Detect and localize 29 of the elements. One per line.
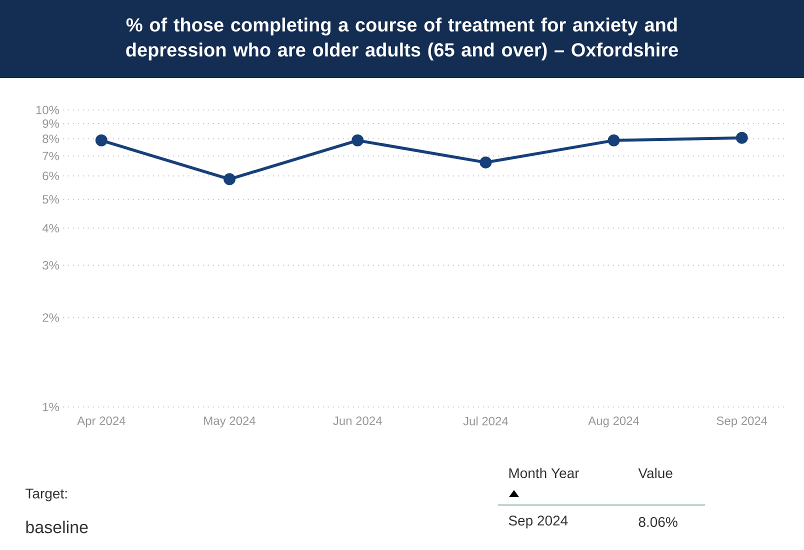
text: Sep 2024 (508, 516, 568, 528)
point (224, 173, 236, 186)
point (736, 132, 748, 144)
text: baseline (26, 520, 88, 534)
x-tick-label: Apr 2024 (77, 416, 126, 428)
point (608, 134, 620, 146)
text: 8.06% (638, 517, 678, 527)
x-tick-label: May 2024 (204, 416, 256, 428)
chart-title: % of those completing a course of treatment for anxiety and depression who are older adults (65 and over) – Oxfordshire (126, 18, 678, 60)
point (480, 156, 492, 168)
x-tick-label: Sep 2024 (716, 416, 768, 428)
y-tick-label: 8% (42, 134, 60, 144)
text: Month Year (509, 468, 580, 478)
y-tick-label: 3% (42, 261, 60, 270)
y-tick-label: 7% (42, 152, 60, 160)
x-tick-label: Aug 2024 (588, 416, 640, 428)
y-tick-label: 10% (36, 106, 60, 114)
x-tick-label: Jul 2024 (463, 416, 508, 426)
y-tick-label: 6% (42, 172, 60, 180)
point (95, 134, 108, 146)
x-tick-label: Jun 2024 (333, 416, 382, 426)
y-tick-label: 2% (42, 313, 60, 322)
text: Value (638, 468, 672, 478)
y-tick-label: 1% (43, 402, 60, 412)
point (352, 134, 364, 146)
text: Target: (26, 488, 67, 502)
y-tick-label: 4% (42, 224, 60, 232)
y-tick-label: 5% (42, 195, 60, 204)
y-tick-label: 9% (42, 119, 60, 128)
